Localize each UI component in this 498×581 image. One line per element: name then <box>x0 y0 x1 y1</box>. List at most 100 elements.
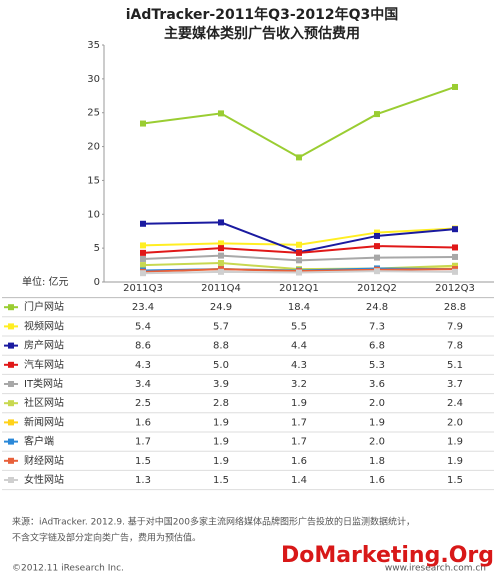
source-note: 来源：iAdTracker. 2012.9. 基于对中国200多家主流网络媒体品… <box>12 516 415 528</box>
table-cell: 2.4 <box>447 398 463 409</box>
point-marker <box>140 120 146 127</box>
point-marker <box>296 154 302 161</box>
table-cell: 7.3 <box>369 321 385 332</box>
point-marker <box>218 268 224 275</box>
legend-swatch <box>8 438 14 445</box>
legend-label: 社区网站 <box>24 396 64 409</box>
y-tick-label: 15 <box>87 175 100 186</box>
point-marker <box>218 245 224 252</box>
chart-title: iAdTracker-2011年Q3-2012年Q3中国 <box>126 6 399 23</box>
table-cell: 8.6 <box>135 341 151 352</box>
legend-swatch <box>8 304 14 311</box>
x-tick-label: 2011Q3 <box>123 283 163 294</box>
table-cell: 24.9 <box>210 302 232 313</box>
table-cell: 1.8 <box>369 456 385 467</box>
table-cell: 1.6 <box>291 456 307 467</box>
table-cell: 5.7 <box>213 321 229 332</box>
table-cell: 18.4 <box>288 302 310 313</box>
point-marker <box>218 219 224 226</box>
legend-swatch <box>8 361 14 368</box>
x-tick-label: 2011Q4 <box>201 283 241 294</box>
table-cell: 6.8 <box>369 341 385 352</box>
point-marker <box>374 232 380 239</box>
legend-label: 房产网站 <box>24 339 64 352</box>
table-cell: 2.0 <box>369 437 385 448</box>
table-cell: 5.5 <box>291 321 307 332</box>
table-cell: 1.7 <box>291 437 307 448</box>
copyright: ©2012.11 iResearch Inc. <box>12 564 124 574</box>
x-tick-label: 2012Q3 <box>435 283 475 294</box>
legend-label: 财经网站 <box>24 454 64 467</box>
table-cell: 24.8 <box>366 302 388 313</box>
point-marker <box>296 257 302 264</box>
table-cell: 5.3 <box>369 360 385 371</box>
legend-swatch <box>8 323 14 330</box>
table-cell: 3.6 <box>369 379 385 390</box>
point-marker <box>140 270 146 277</box>
table-cell: 2.0 <box>369 398 385 409</box>
y-tick-label: 25 <box>87 108 100 119</box>
table-cell: 1.6 <box>135 417 151 428</box>
legend-label: IT类网站 <box>24 377 63 390</box>
table-cell: 8.8 <box>213 341 229 352</box>
website: www.iresearch.com.cn <box>385 564 486 574</box>
source-note: 不含文字链及部分定向类广告，费用为预估值。 <box>12 532 201 544</box>
legend-label: 新闻网站 <box>24 415 64 428</box>
x-tick-label: 2012Q1 <box>279 283 319 294</box>
legend-swatch <box>8 457 14 464</box>
legend-label: 门户网站 <box>24 300 64 313</box>
legend-label: 客户端 <box>24 435 54 448</box>
table-cell: 1.5 <box>135 456 151 467</box>
table-cell: 2.0 <box>447 417 463 428</box>
y-tick-label: 10 <box>87 209 100 220</box>
legend-swatch <box>8 400 14 407</box>
legend-label: 汽车网站 <box>24 358 64 371</box>
table-cell: 1.7 <box>291 417 307 428</box>
table-cell: 1.3 <box>135 475 151 486</box>
point-marker <box>452 83 458 90</box>
point-marker <box>218 110 224 117</box>
legend-label: 视频网站 <box>24 319 64 332</box>
table-cell: 2.8 <box>213 398 229 409</box>
table-cell: 1.5 <box>447 475 463 486</box>
table-cell: 3.4 <box>135 379 151 390</box>
point-marker <box>140 242 146 249</box>
table-cell: 3.2 <box>291 379 307 390</box>
legend-swatch <box>8 477 14 483</box>
point-marker <box>296 241 302 248</box>
table-cell: 1.9 <box>213 417 229 428</box>
series-line <box>142 86 456 159</box>
table-cell: 1.9 <box>213 456 229 467</box>
y-tick-label: 35 <box>87 40 100 51</box>
table-cell: 1.9 <box>369 417 385 428</box>
table-cell: 23.4 <box>132 302 154 313</box>
table-cell: 28.8 <box>444 302 466 313</box>
table-cell: 5.0 <box>213 360 229 371</box>
x-tick-label: 2012Q2 <box>357 283 397 294</box>
legend-swatch <box>8 381 14 387</box>
point-marker <box>140 255 146 262</box>
point-marker <box>374 268 380 275</box>
point-marker <box>452 253 458 260</box>
chart-title: 主要媒体类别广告收入预估费用 <box>164 25 360 42</box>
point-marker <box>140 249 146 256</box>
table-cell: 1.9 <box>447 456 463 467</box>
point-marker <box>218 240 224 247</box>
table-cell: 5.4 <box>135 321 151 332</box>
point-marker <box>140 262 146 269</box>
table-cell: 4.3 <box>291 360 307 371</box>
table-cell: 2.5 <box>135 398 151 409</box>
y-tick-label: 0 <box>94 277 100 288</box>
table-cell: 3.9 <box>213 379 229 390</box>
point-marker <box>296 269 302 276</box>
legend-swatch <box>8 419 14 426</box>
table-cell: 1.5 <box>213 475 229 486</box>
legend-swatch <box>8 342 14 349</box>
point-marker <box>296 249 302 256</box>
table-cell: 1.9 <box>291 398 307 409</box>
table-cell: 7.9 <box>447 321 463 332</box>
point-marker <box>374 229 380 236</box>
table-cell: 4.4 <box>291 341 307 352</box>
